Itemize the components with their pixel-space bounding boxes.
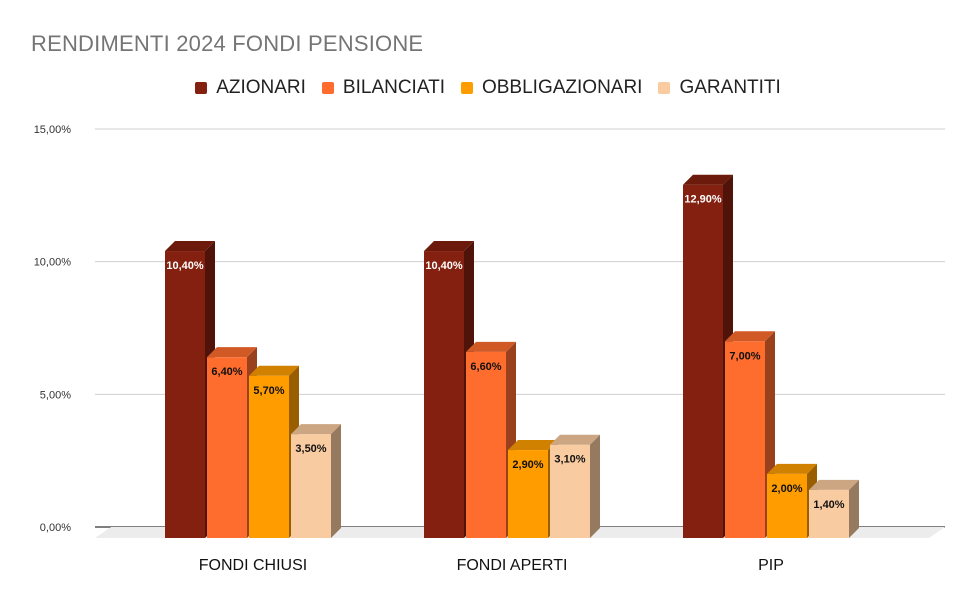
bar-top (809, 479, 859, 490)
bar-side (331, 424, 341, 538)
x-category-label: FONDI APERTI (457, 557, 568, 574)
bar-garantiti-fondi-aperti (550, 434, 600, 538)
bar-top (249, 365, 299, 376)
bar-garantiti-pip (809, 479, 859, 538)
legend-label: GARANTITI (679, 77, 781, 98)
bar-azionari-fondi-aperti (424, 241, 474, 538)
legend-item-obbligazionari: OBBLIGAZIONARI (460, 77, 643, 99)
bar-top (725, 331, 775, 342)
bar-side (590, 434, 600, 538)
x-category-label: FONDI CHIUSI (199, 557, 307, 574)
data-label: 12,90% (684, 194, 722, 206)
bar-top (550, 434, 600, 445)
data-label: 1,40% (813, 499, 844, 511)
legend-label: AZIONARI (216, 77, 306, 98)
bar-top (683, 174, 733, 185)
bar-front (683, 184, 723, 538)
bar-front (466, 351, 506, 538)
legend-item-azionari: AZIONARI (195, 77, 306, 99)
bar-front (249, 375, 289, 538)
legend-label: OBBLIGAZIONARI (481, 77, 643, 98)
y-tick-label: 0,00% (40, 522, 71, 534)
bar-top (165, 241, 215, 252)
bar-garantiti-fondi-chiusi (291, 424, 341, 538)
bar-top (207, 347, 257, 358)
x-category-label: PIP (758, 557, 784, 574)
bar-top (466, 341, 516, 352)
legend-swatch (195, 82, 208, 94)
bar-top (508, 440, 558, 451)
legend-item-bilanciati: BILANCIATI (321, 77, 445, 99)
data-label: 7,00% (729, 350, 760, 362)
legend: AZIONARI BILANCIATI OBBLIGAZIONARI GARANTIT… (0, 77, 976, 99)
bar-front (550, 444, 590, 538)
legend-swatch (321, 82, 334, 94)
bar-top (767, 463, 817, 474)
bar-side (849, 479, 859, 538)
y-tick-label: 5,00% (40, 389, 71, 401)
data-label: 6,40% (211, 366, 242, 378)
bar-front (165, 251, 205, 538)
data-label: 2,00% (771, 483, 802, 495)
data-label: 6,60% (470, 361, 501, 373)
bar-front (725, 341, 765, 538)
data-label: 3,10% (554, 454, 585, 466)
data-label: 10,40% (425, 260, 463, 272)
y-tick-label: 10,00% (34, 257, 72, 269)
bar-front (809, 489, 849, 538)
legend-label: BILANCIATI (342, 77, 445, 98)
legend-swatch (460, 82, 473, 94)
data-label: 2,90% (512, 459, 543, 471)
bar-front (767, 473, 807, 538)
y-tick-label: 15,00% (34, 124, 72, 136)
bar-top (291, 424, 341, 435)
data-label: 3,50% (295, 443, 326, 455)
legend-swatch (658, 82, 671, 94)
data-label: 10,40% (166, 260, 204, 272)
chart-title: RENDIMENTI 2024 FONDI PENSIONE (31, 31, 424, 56)
bar-obbligazionari-pip (767, 463, 817, 538)
bar-front (207, 357, 247, 538)
bar-top (424, 241, 474, 252)
bar-front (424, 251, 464, 538)
bar-front (291, 434, 331, 538)
legend-item-garantiti: GARANTITI (658, 77, 781, 99)
data-label: 5,70% (253, 385, 284, 397)
bar-front (508, 450, 548, 538)
